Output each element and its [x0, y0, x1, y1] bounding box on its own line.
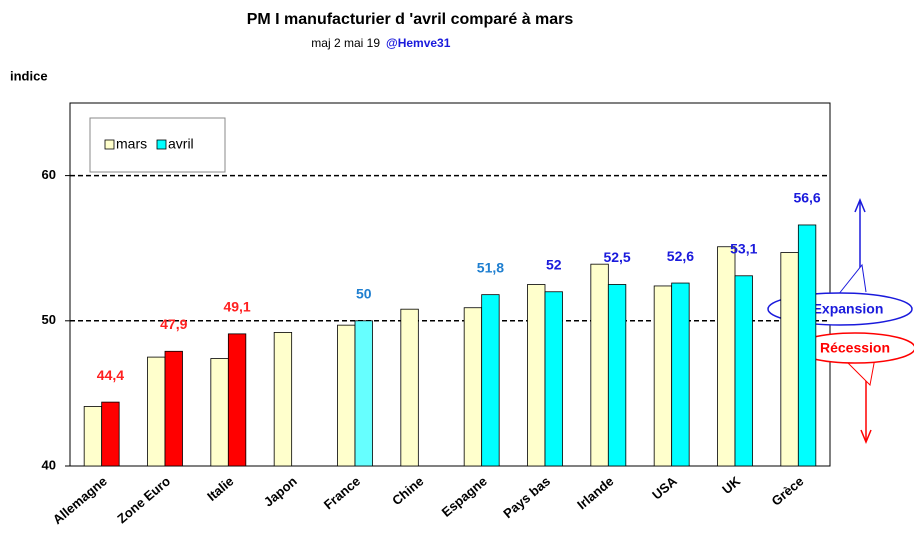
x-tick-label: Grèce [769, 473, 807, 508]
x-tick-label: USA [649, 473, 680, 503]
data-label: 50 [356, 286, 372, 302]
bar [797, 224, 817, 467]
bar [527, 284, 546, 467]
bar [734, 275, 753, 467]
bar [354, 320, 373, 467]
recession-arrow-head [860, 429, 872, 444]
expansion-arrow-head [854, 198, 866, 213]
x-tick-label: France [321, 473, 363, 512]
x-tick-label: Allemagne [50, 473, 110, 527]
bar [544, 291, 563, 467]
bar [671, 282, 690, 467]
x-tick-label: Pays bas [500, 473, 553, 521]
recession-callout-tail [844, 357, 876, 387]
legend-swatch [104, 139, 115, 150]
x-tick-label: Zone Euro [114, 473, 173, 526]
x-tick-label: Espagne [439, 473, 490, 519]
data-label: 44,4 [97, 367, 124, 383]
data-label: 52 [546, 256, 562, 272]
legend-swatch [156, 139, 167, 150]
plot-area [69, 102, 831, 467]
annotation: Expansion [813, 301, 884, 317]
bar [83, 406, 103, 467]
bar [780, 252, 799, 467]
bar [463, 307, 483, 467]
bar [590, 263, 609, 467]
bar [147, 356, 166, 467]
bar [400, 308, 419, 467]
x-tick-label: UK [719, 473, 743, 497]
bar [481, 294, 500, 467]
data-label: 49,1 [223, 299, 250, 315]
chart-handle: @Hemve31 [386, 36, 451, 50]
chart-subtitle: maj 2 mai 19 [311, 36, 380, 50]
data-label: 47,9 [160, 316, 187, 332]
x-tick-label: Irlande [574, 473, 616, 512]
bar [607, 284, 627, 467]
chart-title: PM I manufacturier d 'avril comparé à ma… [247, 11, 574, 28]
bar [717, 246, 736, 467]
legend-label: mars [116, 136, 147, 152]
bar [101, 401, 120, 467]
data-label: 52,5 [603, 249, 630, 265]
data-label: 56,6 [793, 190, 820, 206]
x-tick-label: Japon [261, 473, 300, 509]
x-tick-label: Chine [389, 473, 426, 508]
x-tick-label: Italie [204, 473, 236, 504]
bar [227, 333, 247, 467]
bar [653, 285, 673, 467]
data-label: 51,8 [477, 259, 504, 275]
bar [337, 324, 356, 467]
data-label: 53,1 [730, 240, 757, 256]
y-tick-label: 60 [42, 167, 56, 182]
y-tick-label: 40 [42, 457, 56, 472]
y-tick-label: 50 [42, 312, 56, 327]
bar [273, 332, 293, 467]
legend-label: avril [168, 136, 194, 152]
bar [210, 358, 229, 467]
expansion-callout-tail [837, 263, 867, 296]
y-axis-label: indice [10, 68, 48, 83]
bar [164, 350, 183, 467]
data-label: 52,6 [667, 248, 694, 264]
annotation: Récession [820, 340, 890, 356]
